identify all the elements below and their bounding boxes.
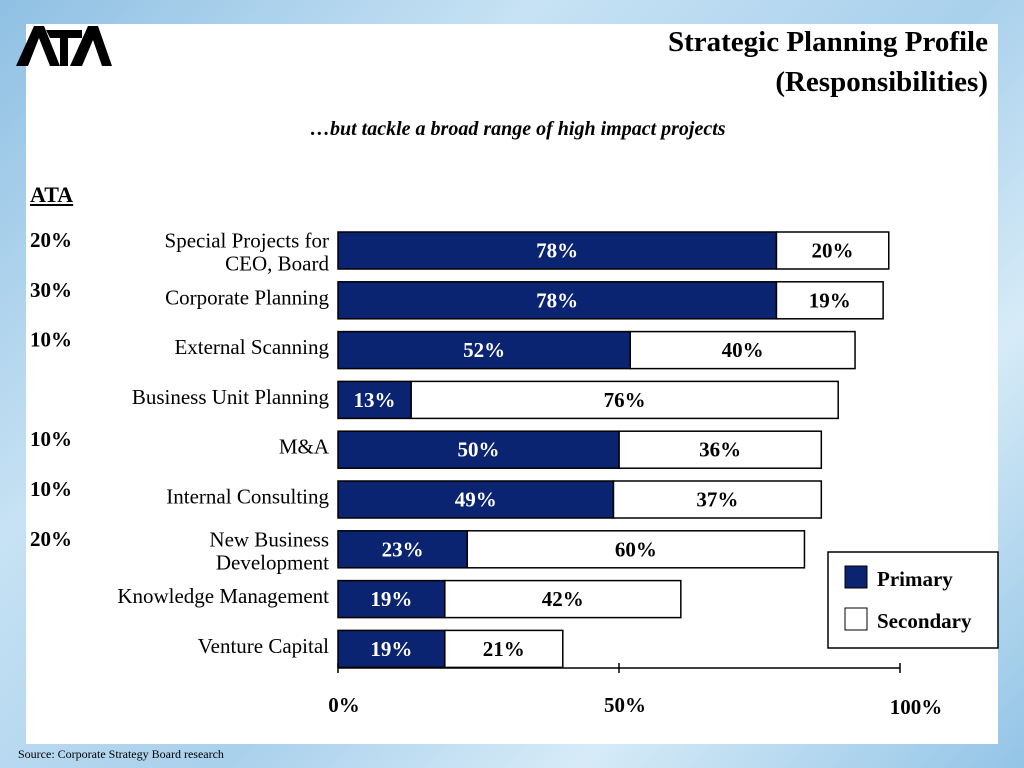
data-label-primary: 23% (382, 537, 424, 561)
data-label-secondary: 42% (542, 587, 584, 611)
data-label-secondary: 37% (696, 488, 738, 512)
ata-value: 10% (30, 477, 72, 501)
bar-primary (337, 380, 412, 420)
category-label: M&A (279, 435, 330, 459)
category-label: New Business (209, 527, 329, 551)
x-tick-label: 0% (328, 693, 360, 717)
category-label: Business Unit Planning (132, 385, 330, 409)
data-label-primary: 78% (536, 288, 578, 312)
data-label-secondary: 19% (809, 288, 851, 312)
category-label: Development (216, 550, 329, 574)
data-label-primary: 19% (370, 587, 412, 611)
category-label: Knowledge Management (117, 584, 329, 608)
ata-column-heading: ATA (30, 182, 74, 207)
ata-value: 30% (30, 278, 72, 302)
category-label: CEO, Board (225, 252, 329, 276)
bar-primary (337, 430, 620, 469)
category-label: Internal Consulting (166, 485, 329, 509)
bar-secondary (466, 530, 806, 569)
category-label: External Scanning (174, 335, 329, 359)
x-tick-label: 100% (890, 695, 943, 719)
data-label-primary: 50% (458, 438, 500, 462)
bar-primary (337, 330, 631, 370)
data-label-secondary: 40% (722, 338, 764, 362)
ata-value: 10% (30, 328, 72, 352)
bar-secondary (612, 480, 823, 519)
legend-swatch-primary (844, 565, 868, 589)
data-label-primary: 52% (463, 338, 505, 362)
data-label-secondary: 21% (483, 637, 525, 661)
bar-secondary (618, 430, 823, 469)
category-label: Special Projects for (165, 229, 329, 253)
bar-primary (337, 530, 469, 569)
title-line-1: Strategic Planning Profile (667, 26, 988, 58)
category-label: Venture Capital (198, 634, 329, 658)
bar-primary (337, 480, 615, 519)
data-label-primary: 19% (370, 637, 412, 661)
category-label: Corporate Planning (165, 285, 329, 309)
bar-secondary (629, 330, 856, 370)
data-label-primary: 13% (354, 388, 396, 412)
bar-primary (337, 231, 778, 270)
legend-label-secondary: Secondary (877, 609, 972, 633)
bar-secondary (775, 281, 884, 320)
slide-title: Strategic Planning Profile (Responsibili… (428, 22, 988, 102)
data-label-primary: 49% (455, 488, 497, 512)
bar-secondary (444, 579, 682, 619)
bar-secondary (775, 231, 890, 270)
data-label-secondary: 36% (699, 438, 741, 462)
slide-subtitle: …but tackle a broad range of high impact… (310, 118, 726, 140)
bar-primary (337, 281, 778, 320)
ata-value: 20% (30, 527, 72, 551)
ata-value: 20% (30, 228, 72, 252)
legend-label-primary: Primary (877, 567, 953, 591)
ata-logo (16, 26, 112, 66)
bar-secondary (444, 629, 564, 669)
source-note: Source: Corporate Strategy Board researc… (18, 747, 224, 761)
data-label-primary: 78% (536, 239, 578, 263)
data-label-secondary: 60% (615, 537, 657, 561)
data-label-secondary: 76% (604, 388, 646, 412)
x-tick-label: 50% (604, 693, 646, 717)
bar-primary (337, 579, 446, 619)
data-label-secondary: 20% (812, 239, 854, 263)
ata-value: 10% (30, 427, 72, 451)
title-line-2: (Responsibilities) (775, 66, 988, 98)
legend-swatch-secondary (844, 607, 868, 631)
